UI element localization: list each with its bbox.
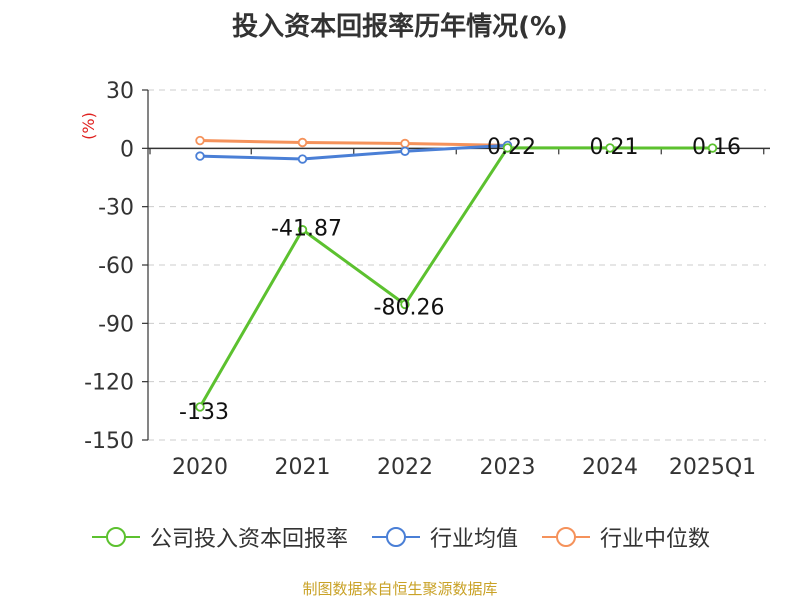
data-label: 0.21 [590, 135, 639, 160]
legend-line-marker-icon [371, 527, 420, 547]
series-point-0 [707, 143, 718, 153]
x-tick-label: 2021 [275, 455, 331, 480]
series-point-2 [195, 135, 205, 146]
y-tick-label: -90 [98, 312, 134, 337]
y-tick-label: -120 [84, 371, 134, 396]
y-tick-label: -150 [84, 429, 134, 454]
legend-item: 行业中位数 [540, 521, 710, 553]
series-point-1 [400, 146, 410, 156]
data-label: -80.26 [374, 295, 445, 320]
y-axis-unit-label: (%) [79, 112, 98, 140]
series-point-0 [195, 402, 205, 412]
data-label: 0.22 [487, 135, 536, 160]
series-point-0 [605, 143, 615, 153]
legend-line-marker-icon [542, 527, 590, 547]
series-line-2 [199, 139, 508, 147]
data-label: -41.87 [271, 217, 342, 242]
series-point-1 [195, 151, 205, 161]
y-tick-label: -60 [98, 254, 134, 279]
legend-label: 行业均值 [429, 527, 518, 552]
y-tick-label: 0 [120, 137, 134, 162]
series-line-1 [199, 143, 508, 161]
chart-legend: 公司投入资本回报率 行业均值 行业中位数 [0, 520, 800, 554]
chart-title: 投入资本回报率历年情况(%) [232, 12, 568, 42]
x-tick-label: 2024 [582, 455, 638, 480]
legend-label: 公司投入资本回报率 [149, 527, 348, 552]
series-point-2 [297, 137, 308, 148]
x-tick-label: 2023 [480, 455, 536, 480]
series-point-0 [502, 143, 513, 153]
series-point-0 [400, 299, 410, 310]
series-point-1 [297, 154, 308, 164]
x-tick-label: 2025Q1 [669, 455, 756, 480]
x-tick-label: 2020 [172, 455, 228, 480]
y-tick-label: 30 [106, 79, 134, 104]
data-label: -133 [179, 400, 229, 425]
legend-item: 公司投入资本回报率 [90, 521, 348, 553]
series-line-0 [198, 146, 713, 408]
legend-line-marker-icon [91, 527, 140, 547]
data-label: 0.16 [692, 135, 741, 160]
legend-item: 行业均值 [370, 521, 518, 553]
y-tick-label: -30 [98, 196, 134, 221]
series-point-2 [400, 138, 410, 149]
series-point-0 [297, 225, 308, 235]
source-note: 制图数据来自恒生聚源数据库 [302, 580, 498, 598]
legend-label: 行业中位数 [600, 527, 711, 552]
x-tick-label: 2022 [377, 455, 433, 480]
